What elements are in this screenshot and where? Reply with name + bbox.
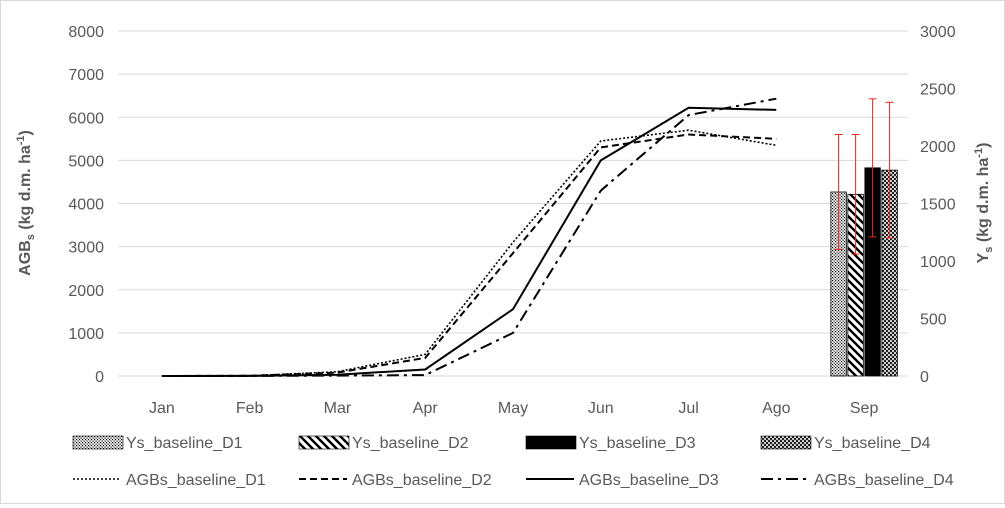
bar-series-group	[830, 167, 898, 377]
right-tick-label: 1500	[920, 197, 956, 214]
x-tick-label: Jan	[149, 400, 175, 417]
left-axis-title: AGBs (kg d.m. ha-1)	[15, 130, 37, 276]
error-bars-group	[834, 98, 894, 255]
x-tick-label: Jul	[678, 400, 698, 417]
left-tick-label: 1000	[68, 326, 104, 343]
legend-swatch	[298, 435, 350, 450]
legend-label: Ys_baseline_D1	[126, 435, 243, 452]
left-tick-label: 8000	[68, 24, 104, 41]
left-tick-label: 5000	[68, 153, 104, 170]
legend-label: AGBs_baseline_D3	[579, 472, 719, 489]
legend-swatch	[525, 435, 577, 450]
legend-swatch	[760, 435, 812, 450]
x-axis-ticks: Jan Feb Mar Apr May Jun Jul Ago Sep	[149, 400, 878, 417]
left-tick-label: 6000	[68, 110, 104, 127]
line-AGBs_baseline_D1	[161, 129, 777, 377]
legend-label: Ys_baseline_D2	[352, 435, 469, 452]
left-tick-label: 4000	[68, 197, 104, 214]
line-AGBs_baseline_D3	[161, 106, 777, 377]
left-tick-label: 3000	[68, 240, 104, 257]
right-tick-label: 2500	[920, 82, 956, 99]
legend-label: Ys_baseline_D4	[814, 435, 931, 452]
gridlines	[118, 30, 908, 377]
x-tick-label: May	[498, 400, 528, 417]
x-tick-label: Feb	[236, 400, 264, 417]
legend-label: AGBs_baseline_D1	[126, 472, 266, 489]
left-tick-label: 0	[95, 369, 104, 386]
line-series-group	[161, 97, 777, 377]
right-tick-label: 0	[920, 369, 929, 386]
left-tick-label: 2000	[68, 283, 104, 300]
x-tick-label: Ago	[762, 400, 791, 417]
right-tick-label: 2000	[920, 139, 956, 156]
left-axis-ticks: 0 1000 2000 3000 4000 5000 6000 7000 8000	[68, 24, 104, 386]
x-tick-label: Apr	[413, 400, 439, 417]
line-AGBs_baseline_D4	[161, 97, 777, 377]
x-tick-label: Mar	[324, 400, 352, 417]
right-tick-label: 500	[920, 312, 947, 329]
legend: Ys_baseline_D1 Ys_baseline_D2 Ys_baseline_…	[72, 435, 954, 489]
legend-swatch	[72, 435, 124, 450]
left-tick-label: 7000	[68, 67, 104, 84]
right-axis-title: Ys (kg d.m. ha-1)	[973, 143, 995, 264]
right-tick-label: 1000	[920, 254, 956, 271]
x-tick-label: Sep	[850, 400, 879, 417]
legend-label: AGBs_baseline_D2	[352, 472, 492, 489]
right-axis-ticks: 0 500 1000 1500 2000 2500 3000	[920, 24, 956, 386]
right-tick-label: 3000	[920, 24, 956, 41]
legend-label: AGBs_baseline_D4	[814, 472, 954, 489]
x-tick-label: Jun	[588, 400, 614, 417]
legend-label: Ys_baseline_D3	[579, 435, 696, 452]
